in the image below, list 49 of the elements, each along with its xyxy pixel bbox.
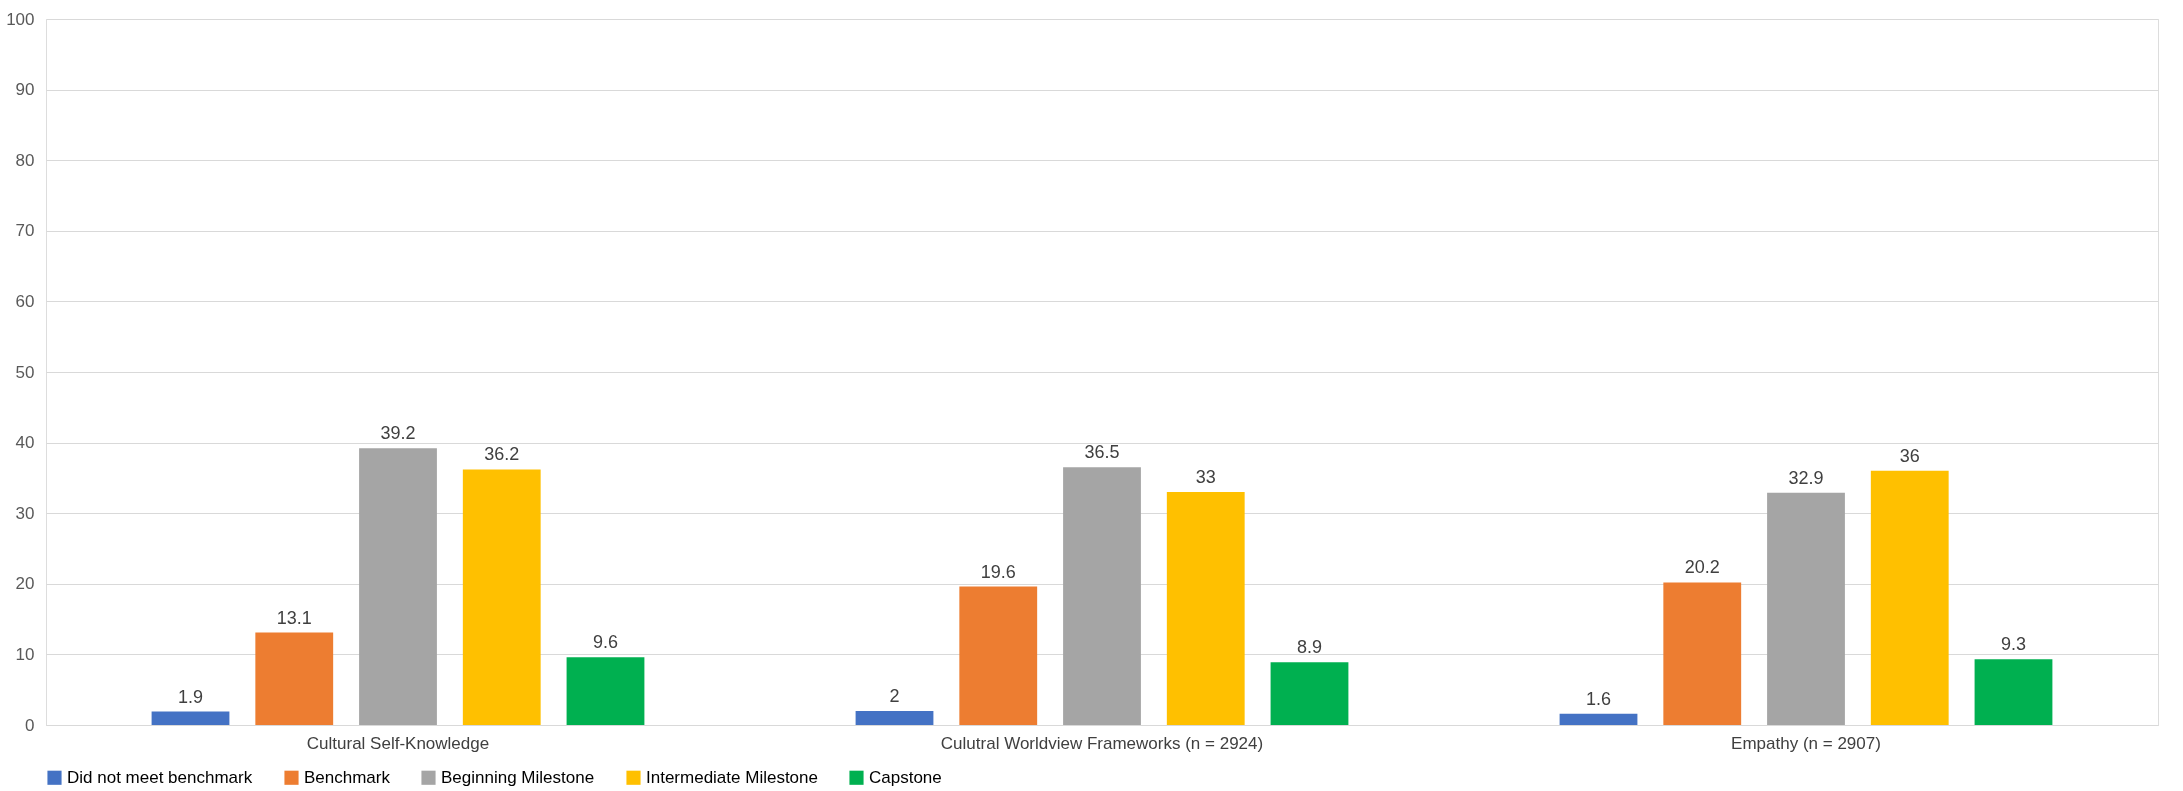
legend-label: Did not meet benchmark — [67, 767, 253, 787]
x-tick-label: Empathy (n = 2907) — [1731, 733, 1881, 753]
data-label: 1.9 — [177, 686, 204, 707]
y-tick-label: 80 — [15, 150, 35, 170]
bar — [359, 448, 437, 725]
bar — [1767, 492, 1845, 725]
bar — [1663, 582, 1742, 725]
data-label: 20.2 — [1684, 557, 1720, 578]
bar — [566, 657, 645, 725]
data-label: 36.5 — [1084, 442, 1120, 463]
y-tick-label: 90 — [15, 80, 35, 100]
data-label: 33 — [1195, 467, 1216, 488]
bar — [462, 469, 541, 725]
y-tick-label: 60 — [15, 291, 35, 311]
bar — [1063, 467, 1141, 725]
y-tick-label: 0 — [25, 715, 35, 735]
data-label: 13.1 — [276, 607, 312, 628]
data-label: 32.9 — [1788, 467, 1824, 488]
data-label: 9.3 — [2000, 634, 2027, 655]
y-tick-label: 40 — [15, 433, 35, 453]
x-tick-label: Culutral Worldview Frameworks (n = 2924) — [940, 733, 1264, 753]
y-tick-label: 70 — [15, 221, 35, 241]
data-label: 19.6 — [980, 561, 1016, 582]
bar — [959, 586, 1038, 725]
data-label: 36 — [1899, 445, 1920, 466]
y-tick-label: 20 — [15, 574, 35, 594]
bar — [1166, 492, 1245, 725]
data-label: 2 — [889, 685, 900, 706]
legend-label: Capstone — [869, 767, 942, 787]
legend-label: Intermediate Milestone — [646, 767, 818, 787]
y-tick-label: 30 — [15, 503, 35, 523]
bar — [1870, 470, 1949, 725]
data-label: 8.9 — [1296, 637, 1323, 658]
y-tick-label: 100 — [6, 9, 35, 29]
bar — [151, 711, 230, 725]
x-tick-label: Cultural Self-Knowledge — [306, 733, 490, 753]
y-tick-label: 50 — [15, 362, 35, 382]
bar — [1270, 662, 1349, 725]
data-label: 9.6 — [592, 632, 619, 653]
legend-label: Benchmark — [304, 767, 391, 787]
bar — [255, 632, 334, 725]
data-label: 1.6 — [1585, 688, 1612, 709]
bar — [855, 710, 934, 725]
y-tick-label: 10 — [15, 644, 35, 664]
bar — [1559, 713, 1638, 725]
data-label: 39.2 — [380, 423, 416, 444]
bar — [1974, 659, 2053, 725]
data-label: 36.2 — [484, 444, 520, 465]
legend-label: Beginning Milestone — [441, 767, 595, 787]
